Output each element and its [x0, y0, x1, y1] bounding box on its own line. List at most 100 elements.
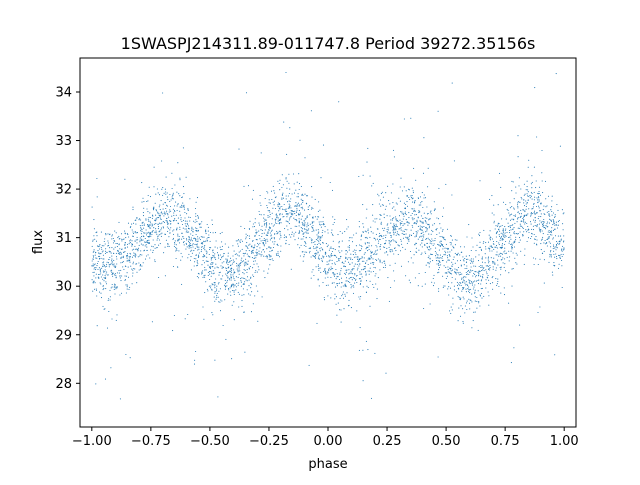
data-point — [192, 234, 194, 237]
data-point — [206, 253, 208, 255]
data-point — [205, 269, 207, 271]
data-point — [192, 243, 194, 245]
data-point — [189, 243, 191, 245]
data-point — [413, 201, 415, 203]
data-point — [552, 247, 554, 249]
data-point — [438, 257, 440, 259]
data-point — [429, 218, 431, 220]
data-point — [298, 230, 300, 232]
data-point — [348, 299, 350, 301]
data-point — [480, 283, 482, 285]
data-point — [375, 250, 377, 252]
data-point — [535, 243, 538, 245]
data-point — [452, 297, 454, 299]
data-point — [281, 197, 283, 199]
data-point — [288, 219, 290, 221]
x-tick-label: 1.00 — [550, 434, 579, 449]
data-point — [99, 253, 101, 255]
data-point — [450, 234, 452, 237]
data-point — [552, 237, 554, 239]
data-point — [554, 265, 556, 267]
data-point — [527, 213, 529, 215]
data-point — [149, 212, 151, 214]
data-point — [281, 174, 283, 176]
data-point — [354, 263, 356, 265]
data-point — [364, 252, 366, 254]
data-point — [274, 192, 276, 194]
data-point — [252, 189, 254, 191]
data-point — [528, 208, 530, 210]
data-point — [514, 222, 516, 224]
data-point — [395, 229, 397, 231]
data-point — [220, 249, 222, 251]
data-point — [144, 245, 146, 247]
data-point — [100, 292, 102, 294]
data-point — [407, 236, 409, 238]
data-point — [209, 287, 212, 289]
data-point — [358, 265, 360, 267]
data-point — [372, 182, 374, 184]
data-point — [432, 277, 434, 280]
data-point — [549, 256, 551, 258]
data-point — [356, 269, 358, 271]
data-point — [527, 225, 529, 228]
data-point — [409, 282, 411, 284]
data-point — [158, 206, 160, 208]
data-point — [211, 272, 213, 274]
data-point — [167, 222, 169, 224]
data-point — [165, 207, 167, 210]
data-point — [473, 311, 475, 313]
data-point — [497, 224, 499, 226]
data-point — [298, 173, 300, 175]
data-point — [532, 208, 534, 210]
data-point — [433, 274, 435, 276]
data-point — [223, 252, 225, 255]
data-point — [305, 202, 307, 204]
data-point — [116, 243, 118, 245]
data-point — [536, 212, 538, 214]
data-point — [351, 285, 353, 287]
data-point — [294, 213, 296, 215]
data-point — [428, 225, 431, 227]
data-point — [120, 252, 122, 254]
data-point — [96, 196, 98, 198]
data-point — [300, 203, 303, 205]
data-point — [280, 245, 282, 247]
data-point — [346, 292, 348, 294]
data-point — [540, 249, 542, 251]
data-point — [355, 245, 357, 247]
data-point — [502, 228, 504, 230]
data-point — [451, 239, 453, 241]
x-tick-label: 0.25 — [373, 434, 402, 449]
data-point — [501, 218, 503, 220]
data-point — [120, 292, 123, 294]
data-point — [121, 256, 123, 258]
data-point — [412, 262, 414, 264]
data-point — [91, 245, 93, 247]
data-point — [471, 293, 473, 295]
data-point — [438, 264, 440, 266]
data-point — [516, 218, 519, 220]
data-point — [449, 242, 451, 244]
data-point — [106, 265, 108, 267]
data-point — [172, 192, 174, 194]
data-point — [296, 220, 298, 222]
data-point — [477, 260, 480, 262]
data-point — [128, 243, 130, 245]
data-point — [157, 192, 159, 194]
data-point — [152, 230, 154, 232]
data-point — [331, 250, 333, 253]
data-point — [365, 248, 367, 250]
data-point — [445, 183, 447, 185]
data-point — [266, 204, 268, 207]
data-point — [253, 246, 256, 248]
data-point — [259, 194, 261, 197]
data-point — [185, 242, 187, 244]
data-point — [473, 272, 475, 274]
data-point — [184, 211, 186, 214]
data-point — [209, 266, 211, 269]
data-point — [544, 226, 546, 229]
data-point — [252, 249, 254, 252]
data-point — [99, 257, 101, 259]
data-point — [536, 225, 538, 227]
